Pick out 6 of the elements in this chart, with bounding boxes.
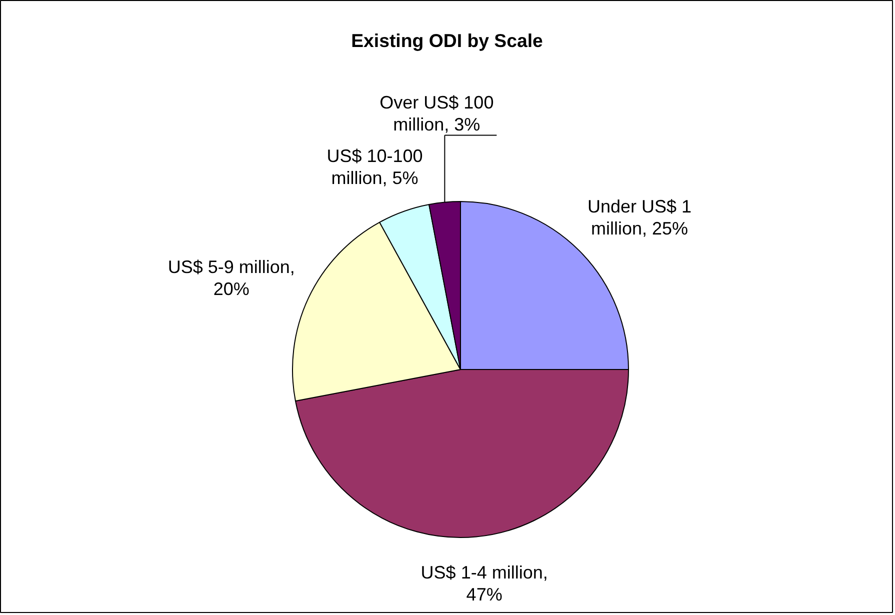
slice-label: Over US$ 100 million, 3% — [380, 92, 494, 134]
slice-label: US$ 5-9 million, 20% — [168, 256, 295, 299]
slice-label: US$ 1-4 million, 47% — [420, 562, 548, 605]
chart-title: Existing ODI by Scale — [351, 30, 543, 51]
slice-label: US$ 10-100 million, 5% — [326, 146, 423, 188]
slice-label: Under US$ 1 million, 25% — [588, 196, 692, 238]
